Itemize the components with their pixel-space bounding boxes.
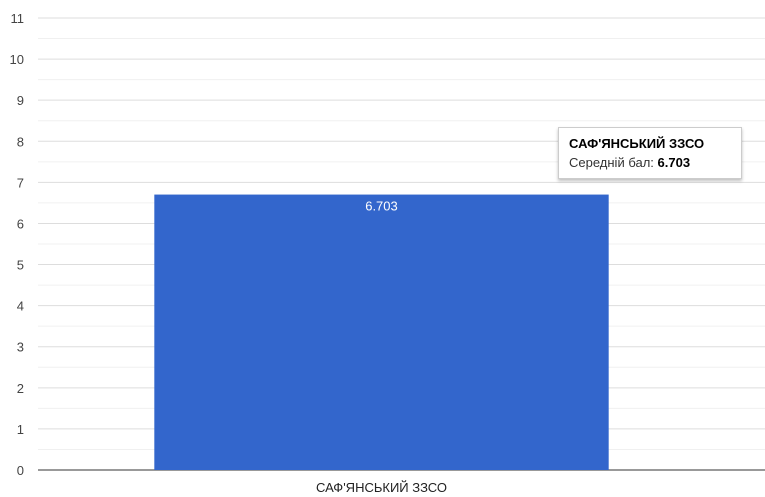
y-axis-ticks: 0 1 2 3 4 5 6 7 8 9 10 11 [10,11,24,478]
tooltip-row: Середній бал: 6.703 [569,155,731,170]
y-tick-label: 10 [10,52,24,67]
tooltip-value: 6.703 [658,155,691,170]
y-tick-label: 4 [17,299,24,314]
tooltip-label: Середній бал: [569,155,654,170]
y-tick-label: 8 [17,134,24,149]
y-tick-label: 3 [17,340,24,355]
bar[interactable] [154,195,608,470]
x-axis-labels: САФ'ЯНСЬКИЙ ЗЗСО [316,480,447,495]
y-tick-label: 1 [17,422,24,437]
x-tick-label: САФ'ЯНСЬКИЙ ЗЗСО [316,480,447,495]
y-tick-label: 0 [17,463,24,478]
y-tick-label: 5 [17,258,24,273]
y-tick-label: 11 [11,11,25,26]
y-tick-label: 9 [17,93,24,108]
tooltip: САФ'ЯНСЬКИЙ ЗЗСО Середній бал: 6.703 [558,127,742,179]
tooltip-title: САФ'ЯНСЬКИЙ ЗЗСО [569,136,731,151]
bars: 6.703 [154,195,608,470]
y-tick-label: 7 [17,175,24,190]
y-tick-label: 6 [17,216,24,231]
data-label: 6.703 [365,199,398,214]
y-tick-label: 2 [17,381,24,396]
